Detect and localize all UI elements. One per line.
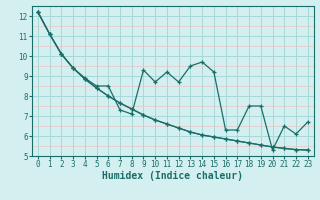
- X-axis label: Humidex (Indice chaleur): Humidex (Indice chaleur): [102, 171, 243, 181]
